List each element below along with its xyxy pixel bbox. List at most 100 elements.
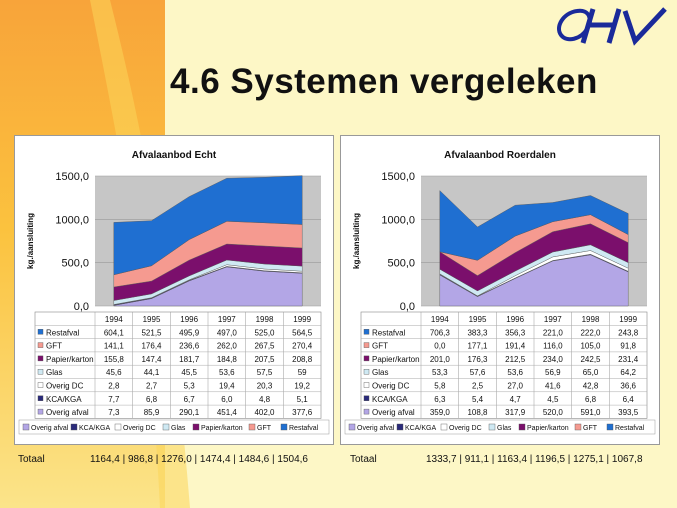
table-cell-value: 7,7 bbox=[108, 395, 120, 404]
table-row-swatch bbox=[37, 408, 44, 415]
table-row-swatch bbox=[37, 342, 44, 348]
table-header-year: 1997 bbox=[218, 315, 236, 324]
table-cell-value: 147,4 bbox=[141, 355, 162, 364]
table-cell-value: 108,8 bbox=[467, 408, 488, 417]
table-cell-value: 6,3 bbox=[434, 395, 446, 404]
table-cell-value: 6,4 bbox=[623, 395, 635, 404]
table-cell-value: 497,0 bbox=[217, 328, 238, 337]
table-cell-value: 262,0 bbox=[217, 342, 238, 351]
table-cell-value: 56,9 bbox=[545, 368, 561, 377]
table-cell-value: 41,6 bbox=[545, 382, 561, 391]
table-cell-value: 155,8 bbox=[104, 355, 125, 364]
table-cell-value: 53,6 bbox=[219, 368, 235, 377]
table-cell-value: 383,3 bbox=[467, 328, 488, 337]
total-label-echt: Totaal bbox=[18, 454, 45, 465]
chart-title: Afvalaanbod Echt bbox=[132, 150, 217, 161]
y-axis-label: kg./aansluiting bbox=[352, 213, 361, 269]
table-cell-value: 181,7 bbox=[179, 355, 200, 364]
table-cell-value: 207,5 bbox=[254, 355, 275, 364]
chart-panel-echt: Afvalaanbod Echt 0,0 500,0 1000,0 1500,0 kg./… bbox=[14, 135, 334, 445]
total-label-roerdalen: Totaal bbox=[350, 454, 377, 465]
y-tick-label: 1500,0 bbox=[55, 171, 89, 183]
table-cell-value: 564,5 bbox=[292, 328, 313, 337]
legend-label-overig-dc: Overig DC bbox=[123, 425, 156, 432]
table-header-year: 1998 bbox=[582, 315, 600, 324]
table-cell-value: 525,0 bbox=[254, 328, 275, 337]
table-cell-value: 2,5 bbox=[472, 382, 484, 391]
table-header-year: 1995 bbox=[143, 315, 161, 324]
table-cell-value: 356,3 bbox=[505, 328, 526, 337]
legend-swatch-papier-karton bbox=[192, 423, 200, 431]
table-row-swatch bbox=[37, 355, 44, 362]
table-cell-value: 236,6 bbox=[179, 342, 200, 351]
legend-swatch-restafval bbox=[280, 423, 288, 431]
legend-label-papier-karton: Papier/karton bbox=[201, 425, 243, 432]
table-cell-value: 4,8 bbox=[259, 395, 271, 404]
y-tick-label: 1000,0 bbox=[381, 214, 415, 226]
table-cell-value: 5,4 bbox=[472, 395, 484, 404]
table-row-label: Glas bbox=[372, 368, 388, 377]
table-row-label: Glas bbox=[46, 368, 62, 377]
table-cell-value: 6,8 bbox=[146, 395, 158, 404]
table-cell-value: 53,6 bbox=[507, 368, 523, 377]
y-tick-label: 500,0 bbox=[387, 258, 415, 270]
legend-label-overig-dc: Overig DC bbox=[449, 425, 482, 432]
table-header-year: 1994 bbox=[105, 315, 123, 324]
table-row-label: Papier/karton bbox=[372, 355, 420, 364]
table-cell-value: 42,8 bbox=[583, 382, 599, 391]
table-cell-value: 359,0 bbox=[430, 408, 451, 417]
table-cell-value: 290,1 bbox=[179, 408, 200, 417]
table-cell-value: 6,0 bbox=[221, 395, 233, 404]
legend-label-gft: GFT bbox=[583, 425, 598, 432]
legend-label-glas: Glas bbox=[171, 425, 186, 432]
table-cell-value: 377,6 bbox=[292, 408, 313, 417]
table-row-swatch bbox=[363, 408, 370, 415]
table-row-swatch bbox=[363, 355, 370, 362]
legend-label-overig-afval: Overig afval bbox=[357, 425, 395, 432]
legend-label-gft: GFT bbox=[257, 425, 272, 432]
table-row-swatch bbox=[37, 395, 44, 401]
table-row-swatch bbox=[37, 382, 44, 388]
table-cell-value: 85,9 bbox=[144, 408, 160, 417]
legend-swatch-gft bbox=[574, 423, 582, 431]
table-cell-value: 5,3 bbox=[184, 382, 196, 391]
table-cell-value: 177,1 bbox=[467, 342, 488, 351]
legend-swatch-restafval bbox=[606, 423, 614, 431]
chart-afvalaanbod-echt: Afvalaanbod Echt 0,0 500,0 1000,0 1500,0 kg./… bbox=[18, 150, 330, 435]
table-cell-value: 0,0 bbox=[434, 342, 446, 351]
chart-afvalaanbod-roerdalen: Afvalaanbod Roerdalen 0,0 500,0 1000,0 1500,… bbox=[344, 150, 656, 435]
legend-label-kca-kga: KCA/KGA bbox=[405, 425, 436, 432]
table-header-year: 1994 bbox=[431, 315, 449, 324]
y-tick-label: 0,0 bbox=[74, 301, 89, 313]
table-row-label: Restafval bbox=[372, 328, 406, 337]
table-row-label: Overig DC bbox=[372, 382, 410, 391]
table-cell-value: 4,7 bbox=[510, 395, 522, 404]
table-cell-value: 53,3 bbox=[432, 368, 448, 377]
table-cell-value: 212,5 bbox=[505, 355, 526, 364]
table-cell-value: 243,8 bbox=[618, 328, 639, 337]
table-cell-value: 184,8 bbox=[217, 355, 238, 364]
legend-swatch-kca-kga bbox=[70, 423, 78, 431]
slide-title: 4.6 Systemen vergeleken bbox=[170, 62, 598, 101]
legend-label-kca-kga: KCA/KGA bbox=[79, 425, 110, 432]
table-cell-value: 5,8 bbox=[434, 382, 446, 391]
table-row-label: Papier/karton bbox=[46, 355, 94, 364]
table-row-swatch bbox=[363, 368, 370, 375]
table-row-label: GFT bbox=[372, 342, 388, 351]
y-axis-label: kg./aansluiting bbox=[26, 213, 35, 269]
chart-title: Afvalaanbod Roerdalen bbox=[444, 150, 556, 161]
legend-swatch-glas bbox=[488, 423, 496, 431]
legend-swatch-overig-dc bbox=[114, 423, 122, 431]
y-tick-label: 1500,0 bbox=[381, 171, 415, 183]
table-header-year: 1999 bbox=[619, 315, 637, 324]
table-cell-value: 706,3 bbox=[430, 328, 451, 337]
legend-swatch-overig-dc bbox=[440, 423, 448, 431]
legend-swatch-papier-karton bbox=[518, 423, 526, 431]
table-header-year: 1997 bbox=[544, 315, 562, 324]
table-cell-value: 208,8 bbox=[292, 355, 313, 364]
table-cell-value: 20,3 bbox=[257, 382, 273, 391]
table-cell-value: 201,0 bbox=[430, 355, 451, 364]
ohv-logo bbox=[557, 7, 667, 46]
legend-swatch-gft bbox=[248, 423, 256, 431]
legend-box bbox=[344, 419, 656, 435]
